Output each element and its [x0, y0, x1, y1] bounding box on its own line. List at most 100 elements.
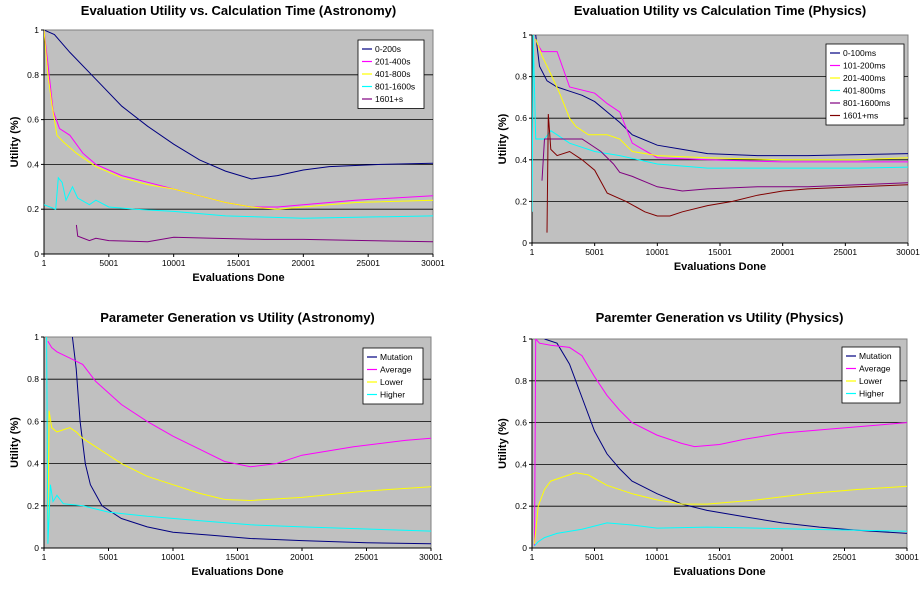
y-axis-label: Utility (%)	[9, 116, 21, 167]
legend-label: 401-800ms	[843, 86, 886, 96]
x-tick-label: 10001	[645, 552, 669, 562]
y-tick-label: 0.6	[27, 416, 39, 426]
legend-label: 101-200ms	[843, 61, 886, 71]
legend-label: 201-400ms	[843, 73, 886, 83]
x-tick-label: 25001	[833, 552, 857, 562]
series-line	[546, 113, 908, 233]
chart-svg: Parameter Generation vs Utility (Astrono…	[9, 310, 443, 578]
series-line	[537, 45, 908, 163]
series-line	[44, 176, 433, 219]
y-tick-label: 0.4	[27, 459, 39, 469]
x-tick-label: 1	[530, 552, 535, 562]
chart-physics-param-gen: Paremter Generation vs Utility (Physics)…	[462, 296, 923, 591]
y-tick-label: 0.2	[27, 204, 39, 214]
chart-title: Parameter Generation vs Utility (Astrono…	[100, 310, 375, 325]
x-tick-label: 30001	[419, 552, 443, 562]
x-tick-label: 1	[42, 258, 47, 268]
series-line	[534, 339, 907, 546]
x-tick-label: 10001	[162, 258, 186, 268]
series-line	[75, 224, 433, 243]
y-tick-label: 0	[34, 543, 39, 553]
x-tick-label: 30001	[896, 247, 920, 257]
legend-label: Higher	[380, 390, 405, 400]
series-line	[71, 337, 431, 545]
x-tick-label: 20001	[770, 552, 794, 562]
x-tick-label: 25001	[356, 258, 380, 268]
series-line	[47, 340, 431, 468]
x-tick-label: 5001	[585, 552, 604, 562]
y-tick-label: 1	[522, 334, 527, 344]
series-line	[541, 138, 908, 192]
y-tick-label: 0	[34, 249, 39, 259]
x-tick-label: 10001	[646, 247, 670, 257]
x-tick-label: 5001	[99, 552, 118, 562]
x-tick-label: 30001	[421, 258, 445, 268]
legend-label: Lower	[859, 376, 882, 386]
y-tick-label: 0.6	[515, 418, 527, 428]
y-tick-label: 1	[34, 25, 39, 35]
y-tick-label: 0.2	[515, 196, 527, 206]
legend-label: 1601+ms	[843, 111, 878, 121]
chart-astronomy-param-gen: Parameter Generation vs Utility (Astrono…	[0, 296, 461, 591]
y-tick-label: 0.2	[515, 501, 527, 511]
legend-box	[825, 43, 905, 126]
x-tick-label: 10001	[161, 552, 185, 562]
x-axis-label: Evaluations Done	[673, 566, 765, 578]
chart-title: Evaluation Utility vs Calculation Time (…	[574, 3, 866, 18]
series-line	[46, 337, 431, 544]
x-tick-label: 1	[42, 552, 47, 562]
x-tick-label: 15001	[226, 552, 250, 562]
chart-astronomy-calc-time: Evaluation Utility vs. Calculation Time …	[0, 0, 461, 295]
series-line	[44, 30, 433, 208]
y-axis-label: Utility (%)	[497, 113, 509, 164]
legend-label: Lower	[380, 377, 403, 387]
y-tick-label: 0.8	[515, 72, 527, 82]
series-line	[47, 410, 431, 527]
y-tick-label: 0.8	[27, 374, 39, 384]
y-tick-label: 1	[34, 332, 39, 342]
chart-svg: Paremter Generation vs Utility (Physics)…	[497, 310, 919, 578]
legend-label: 801-1600ms	[843, 98, 890, 108]
y-axis-label: Utility (%)	[9, 417, 21, 468]
chart-physics-calc-time: Evaluation Utility vs Calculation Time (…	[462, 0, 923, 295]
x-tick-label: 25001	[355, 552, 379, 562]
y-tick-label: 0.6	[515, 113, 527, 123]
legend-label: Average	[380, 365, 412, 375]
series-line	[44, 30, 433, 180]
y-tick-label: 0.8	[515, 376, 527, 386]
legend-label: Higher	[859, 389, 884, 399]
x-tick-label: 5001	[99, 258, 118, 268]
y-tick-label: 0.8	[27, 70, 39, 80]
x-tick-label: 15001	[708, 247, 732, 257]
series-line	[534, 472, 907, 544]
x-tick-label: 15001	[708, 552, 732, 562]
y-tick-label: 0.4	[27, 159, 39, 169]
legend-label: Mutation	[859, 351, 892, 361]
x-tick-label: 1	[530, 247, 535, 257]
series-line	[535, 35, 908, 157]
series-line	[44, 30, 433, 210]
x-tick-label: 25001	[834, 247, 858, 257]
legend-label: 0-200s	[375, 44, 401, 54]
legend-label: 0-100ms	[843, 48, 876, 58]
y-tick-label: 1	[522, 30, 527, 40]
chart-svg: Evaluation Utility vs. Calculation Time …	[9, 3, 445, 284]
legend-label: 801-1600s	[375, 82, 415, 92]
y-tick-label: 0.4	[515, 459, 527, 469]
x-tick-label: 15001	[227, 258, 251, 268]
y-tick-label: 0.6	[27, 115, 39, 125]
x-tick-label: 5001	[585, 247, 604, 257]
series-line	[534, 522, 907, 547]
legend-label: 401-800s	[375, 69, 410, 79]
x-axis-label: Evaluations Done	[192, 272, 284, 284]
y-tick-label: 0.2	[27, 501, 39, 511]
chart-title: Paremter Generation vs Utility (Physics)	[596, 310, 844, 325]
x-tick-label: 20001	[292, 258, 316, 268]
y-tick-label: 0	[522, 238, 527, 248]
series-line	[535, 39, 908, 161]
chart-svg: Evaluation Utility vs Calculation Time (…	[497, 3, 920, 273]
x-tick-label: 20001	[771, 247, 795, 257]
legend-label: Average	[859, 364, 891, 374]
y-axis-label: Utility (%)	[497, 418, 509, 469]
x-axis-label: Evaluations Done	[191, 566, 283, 578]
